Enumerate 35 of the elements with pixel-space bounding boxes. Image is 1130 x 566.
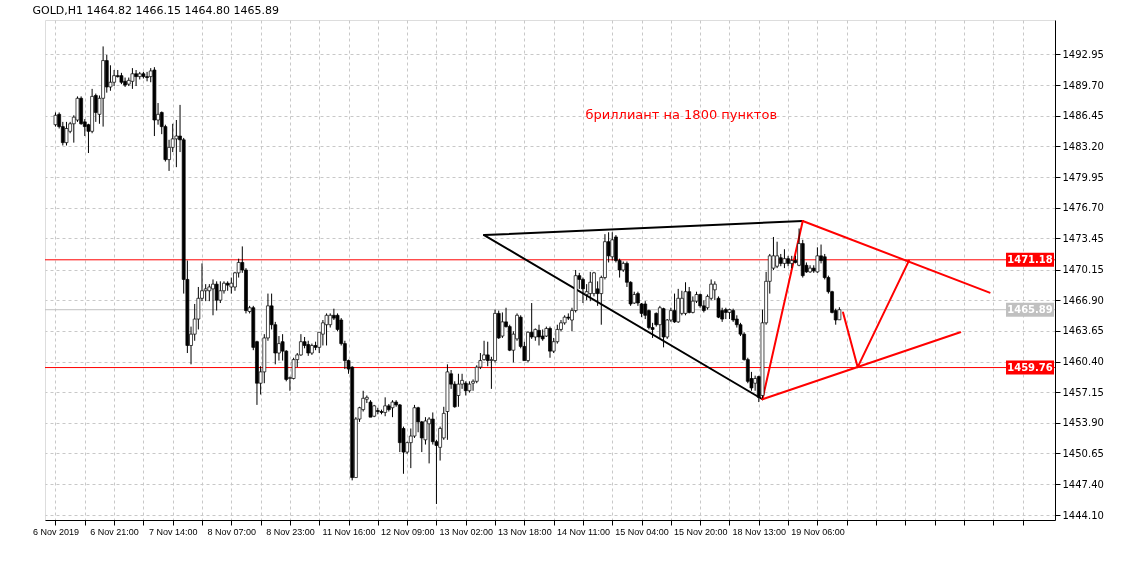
y-tick-label: 1457.15 <box>1062 386 1104 398</box>
x-tick-label: 7 Nov 14:00 <box>148 526 198 537</box>
y-tick-label: 1476.70 <box>1062 202 1104 214</box>
x-tick-label: 12 Nov 09:00 <box>380 526 435 537</box>
y-tick-label: 1444.10 <box>1062 509 1104 521</box>
y-tick-label: 1479.95 <box>1062 171 1104 183</box>
y-tick-label: 1489.70 <box>1062 79 1104 91</box>
x-tick-label: 8 Nov 23:00 <box>266 526 315 537</box>
x-tick-label: 15 Nov 04:00 <box>615 526 669 537</box>
y-tick-label: 1450.65 <box>1062 447 1104 459</box>
ref-line-label: 1459.76 <box>1007 361 1053 373</box>
x-tick-label: 13 Nov 02:00 <box>439 526 494 537</box>
x-tick-label: 8 Nov 07:00 <box>207 526 257 537</box>
ref-line-label: 1471.18 <box>1007 253 1053 265</box>
y-tick-label: 1453.90 <box>1062 417 1104 429</box>
y-tick-label: 1447.40 <box>1062 478 1104 490</box>
y-tick-label: 1473.45 <box>1062 232 1104 244</box>
y-tick-label: 1460.40 <box>1062 356 1104 368</box>
chart-title: GOLD,H1 1464.82 1466.15 1464.80 1465.89 <box>32 4 279 17</box>
x-tick-label: 11 Nov 16:00 <box>322 526 376 537</box>
y-tick-label: 1492.95 <box>1062 48 1104 60</box>
y-tick-label: 1463.65 <box>1062 325 1104 337</box>
y-tick-label: 1486.45 <box>1062 110 1104 122</box>
y-tick-label: 1466.90 <box>1062 294 1104 306</box>
x-tick-label: 6 Nov 2019 <box>32 526 80 537</box>
x-tick-label: 18 Nov 13:00 <box>732 526 787 537</box>
annotation: бриллиант на 1800 пунктов <box>585 107 778 122</box>
x-tick-label: 14 Nov 11:00 <box>557 526 610 537</box>
y-tick-label: 1470.15 <box>1062 264 1104 276</box>
y-tick-label: 1483.20 <box>1062 140 1104 152</box>
x-tick-label: 15 Nov 20:00 <box>673 526 728 537</box>
x-tick-label: 13 Nov 18:00 <box>498 526 552 537</box>
x-tick-label: 6 Nov 21:00 <box>90 526 139 537</box>
x-tick-label: 19 Nov 06:00 <box>791 526 845 537</box>
ref-line-label: 1465.89 <box>1007 303 1053 315</box>
